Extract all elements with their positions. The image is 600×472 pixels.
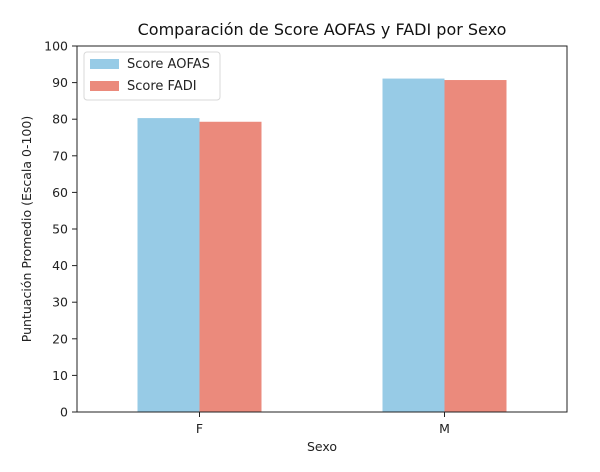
y-tick-label: 20 bbox=[52, 331, 68, 346]
y-tick-label: 80 bbox=[52, 112, 68, 127]
legend: Score AOFAS Score FADI bbox=[83, 51, 221, 101]
bar-score-aofas-f bbox=[137, 118, 200, 413]
y-tick-label: 0 bbox=[60, 405, 68, 420]
y-tick-label: 10 bbox=[52, 368, 68, 383]
y-tick-label: 30 bbox=[52, 295, 68, 310]
x-tick-label: M bbox=[439, 421, 450, 436]
axes-frame bbox=[76, 45, 568, 413]
bar-score-aofas-m bbox=[382, 78, 445, 412]
y-tick-label: 50 bbox=[52, 222, 68, 237]
chart-title: Comparación de Score AOFAS y FADI por Se… bbox=[138, 20, 507, 39]
plot-area bbox=[137, 78, 507, 413]
y-tick-label: 70 bbox=[52, 148, 68, 163]
legend-swatch-fadi bbox=[90, 81, 119, 91]
legend-swatch-aofas bbox=[90, 59, 119, 69]
legend-label-aofas: Score AOFAS bbox=[127, 57, 210, 72]
y-tick-label: 90 bbox=[52, 75, 68, 90]
y-tick-label: 60 bbox=[52, 185, 68, 200]
bar-score-fadi-m bbox=[444, 80, 507, 413]
legend-label-fadi: Score FADI bbox=[127, 79, 197, 94]
bar-score-fadi-f bbox=[199, 121, 262, 413]
y-tick-label: 100 bbox=[44, 39, 68, 54]
y-axis-label: Puntuación Promedio (Escala 0-100) bbox=[19, 116, 34, 342]
x-tick-label: F bbox=[196, 421, 203, 436]
x-axis-label: Sexo bbox=[307, 439, 337, 454]
y-axis-ticks: 0 10 20 30 40 50 60 70 80 90 100 bbox=[44, 39, 77, 420]
y-tick-label: 40 bbox=[52, 258, 68, 273]
